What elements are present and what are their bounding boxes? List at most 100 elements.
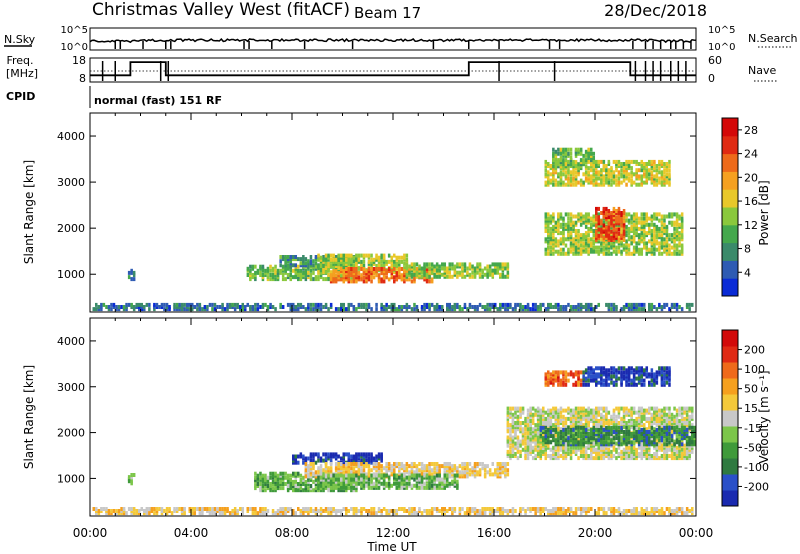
- data-cell: [627, 307, 631, 312]
- data-cell: [557, 511, 560, 516]
- data-cell: [514, 410, 517, 415]
- data-cell: [428, 307, 431, 312]
- data-cell: [410, 264, 414, 269]
- data-cell: [658, 305, 661, 309]
- data-cell: [377, 485, 381, 490]
- data-cell: [443, 464, 447, 469]
- data-cell: [554, 220, 558, 225]
- data-cell: [329, 452, 333, 457]
- data-cell: [420, 266, 424, 271]
- data-cell: [504, 466, 507, 471]
- data-cell: [423, 481, 426, 486]
- data-cell: [572, 419, 575, 423]
- data-cell: [610, 217, 613, 222]
- data-cell: [668, 164, 671, 168]
- data-cell: [620, 243, 623, 248]
- data-cell: [451, 464, 454, 469]
- data-cell: [592, 151, 596, 156]
- data-cell: [365, 479, 368, 484]
- data-cell: [600, 182, 603, 187]
- data-cell: [483, 464, 487, 469]
- data-cell: [595, 511, 598, 516]
- data-cell: [650, 166, 654, 171]
- data-cell: [385, 511, 388, 516]
- data-cell: [531, 507, 535, 511]
- data-cell: [446, 266, 449, 271]
- data-cell: [519, 507, 522, 511]
- data-cell: [395, 277, 399, 282]
- data-cell: [496, 262, 500, 267]
- data-cell: [322, 257, 325, 262]
- data-cell: [307, 511, 310, 516]
- data-cell: [531, 419, 535, 423]
- data-cell: [567, 416, 570, 421]
- data-cell: [569, 307, 573, 312]
- data-cell: [678, 235, 681, 240]
- data-cell: [650, 233, 654, 238]
- data-cell: [317, 257, 320, 262]
- data-cell: [395, 485, 399, 490]
- data-cell: [304, 268, 308, 273]
- data-cell: [590, 222, 593, 227]
- data-cell: [294, 486, 298, 491]
- data-cell: [663, 241, 666, 246]
- data-cell: [514, 421, 517, 425]
- data-cell: [473, 270, 477, 275]
- data-cell: [617, 162, 621, 166]
- data-cell: [670, 222, 674, 227]
- data-cell: [539, 412, 543, 417]
- data-cell: [425, 269, 429, 274]
- data-cell: [314, 511, 318, 516]
- data-cell: [334, 454, 338, 459]
- data-cell: [605, 245, 608, 250]
- data-cell: [607, 245, 611, 250]
- data-cell: [367, 458, 371, 463]
- data-cell: [289, 482, 293, 486]
- data-cell: [504, 274, 507, 279]
- data-cell: [650, 305, 654, 309]
- data-cell: [579, 243, 583, 248]
- data-cell: [549, 231, 553, 236]
- data-cell: [562, 226, 565, 231]
- data-cell: [552, 153, 555, 158]
- data-cell: [438, 464, 441, 469]
- data-cell: [127, 275, 131, 280]
- data-cell: [549, 302, 553, 307]
- data-cell: [607, 227, 611, 232]
- data-cell: [627, 509, 631, 513]
- data-cell: [345, 481, 348, 486]
- data-cell: [605, 251, 608, 256]
- data-cell: [499, 462, 502, 466]
- data-cell: [519, 443, 522, 448]
- data-cell: [506, 439, 510, 444]
- data-cell: [600, 507, 603, 511]
- data-cell: [130, 268, 133, 273]
- data-cell: [430, 462, 434, 466]
- data-cell: [299, 486, 303, 491]
- data-cell: [370, 259, 373, 264]
- data-cell: [362, 507, 366, 511]
- data-cell: [122, 307, 126, 312]
- data-cell: [350, 485, 353, 490]
- data-cell: [602, 247, 606, 252]
- data-cell: [665, 229, 669, 233]
- data-cell: [438, 477, 441, 482]
- data-cell: [592, 229, 596, 233]
- data-cell: [259, 477, 262, 482]
- data-cell: [420, 268, 424, 273]
- data-cell: [605, 243, 608, 248]
- data-cell: [635, 241, 638, 246]
- data-cell: [488, 511, 492, 516]
- data-cell: [653, 229, 656, 233]
- data-cell: [251, 266, 255, 271]
- data-cell: [572, 423, 575, 428]
- data-cell: [572, 168, 575, 173]
- data-cell: [370, 275, 373, 280]
- data-cell: [360, 253, 363, 258]
- data-cell: [653, 233, 656, 238]
- data-cell: [355, 277, 358, 282]
- data-cell: [574, 174, 578, 179]
- data-cell: [461, 266, 464, 271]
- data-cell: [562, 172, 565, 177]
- data-cell: [597, 235, 601, 240]
